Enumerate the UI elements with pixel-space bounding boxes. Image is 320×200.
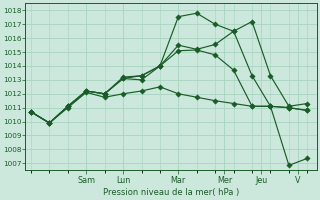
X-axis label: Pression niveau de la mer( hPa ): Pression niveau de la mer( hPa ) bbox=[103, 188, 239, 197]
